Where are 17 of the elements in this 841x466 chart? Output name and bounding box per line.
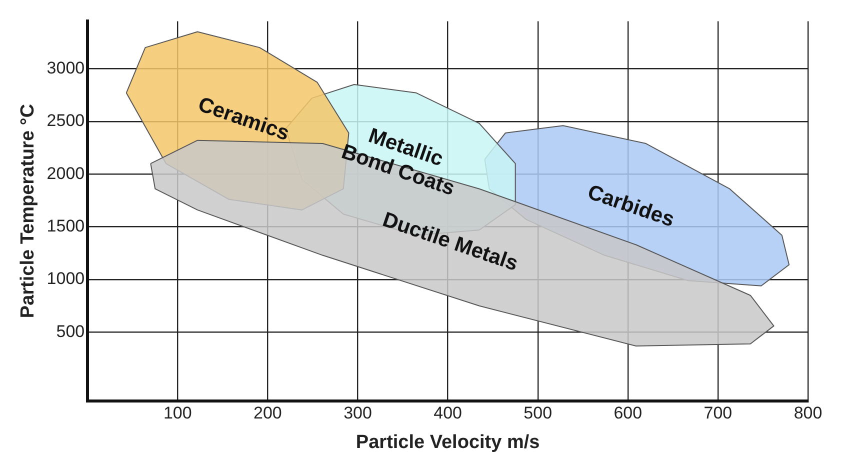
series-label: Ductile Metals bbox=[380, 208, 521, 276]
y-tick-label: 1500 bbox=[46, 216, 85, 236]
x-tick-label: 700 bbox=[704, 404, 732, 423]
y-tick-label: 3000 bbox=[46, 58, 85, 78]
x-tick-label: 800 bbox=[794, 404, 822, 423]
x-tick-label: 500 bbox=[524, 404, 552, 423]
x-tick-label: 200 bbox=[254, 404, 282, 423]
y-tick-label: 1000 bbox=[46, 269, 85, 288]
y-tick-label: 500 bbox=[56, 322, 85, 341]
y-axis-title: Particle Temperature °C bbox=[18, 104, 39, 318]
x-tick-label: 400 bbox=[434, 404, 462, 423]
x-tick-label: 600 bbox=[614, 404, 642, 423]
y-tick-label: 2500 bbox=[46, 111, 85, 130]
x-axis-title: Particle Velocity m/s bbox=[356, 432, 540, 453]
x-tick-label: 300 bbox=[344, 404, 372, 423]
x-tick-label: 100 bbox=[163, 404, 192, 423]
y-tick-label: 2000 bbox=[46, 164, 85, 183]
